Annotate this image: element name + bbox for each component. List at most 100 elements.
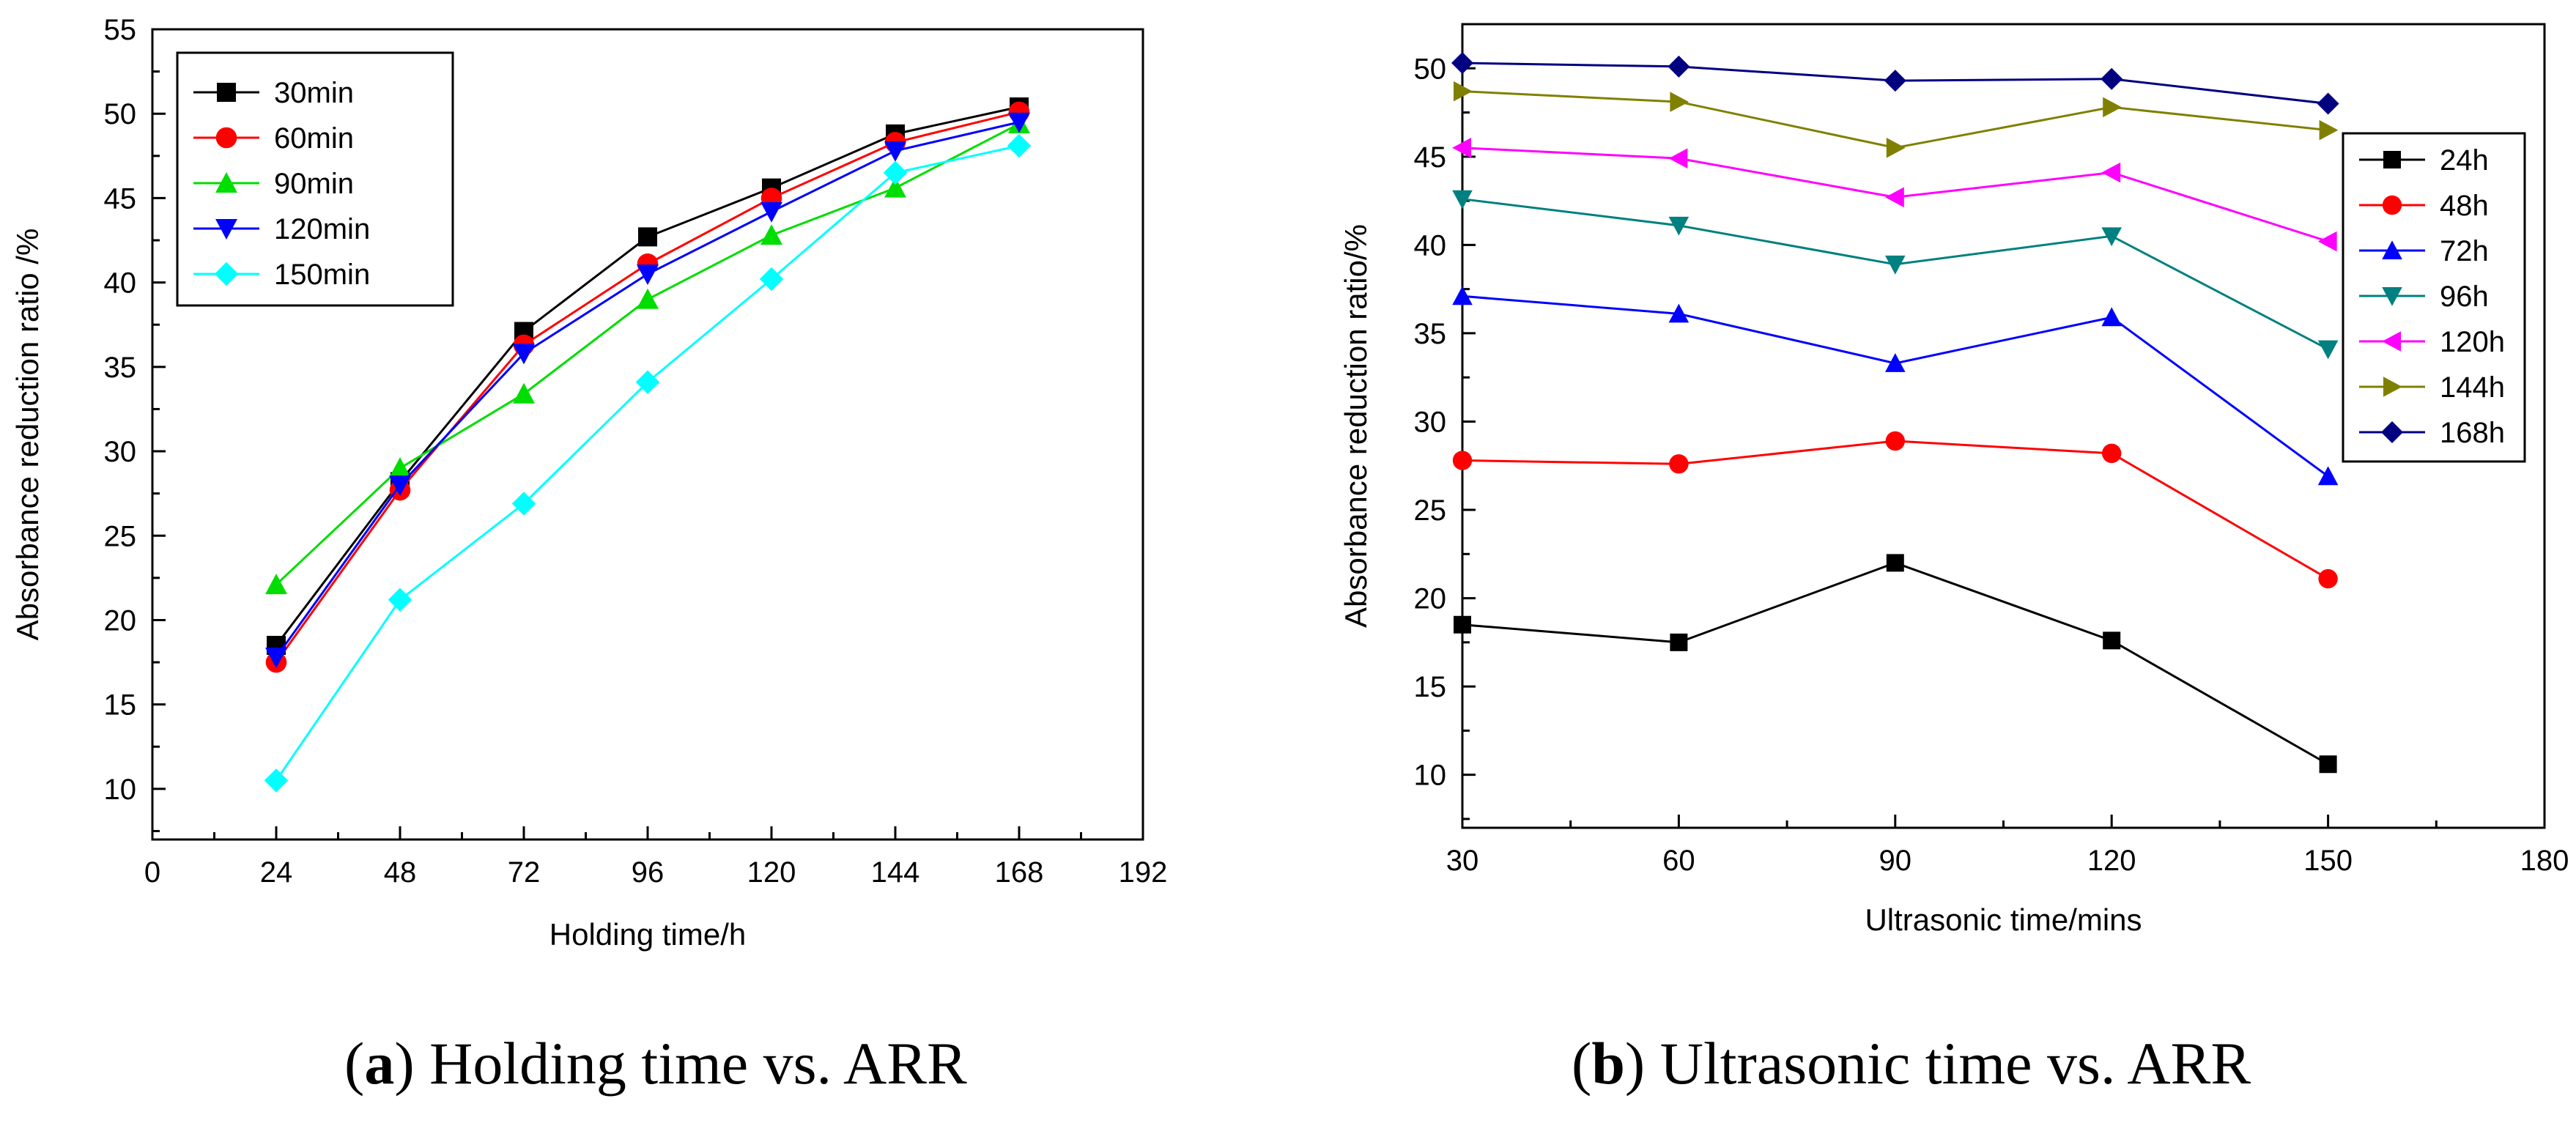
legend-label: 48h [2440,190,2489,222]
x-tick-label: 120 [747,856,796,889]
legend-item-168h: 168h [2359,417,2505,449]
y-axis-label: Absorbance reduction ratio/% [1339,224,1373,628]
y-tick-label: 35 [104,352,137,384]
data-point-144h [1454,81,1473,102]
x-axis-label: Ultrasonic time/mins [1865,903,2142,937]
x-tick-label: 60 [1662,845,1695,877]
legend-marker [2381,421,2403,443]
data-point-96h [1668,216,1689,236]
data-point-30min [638,227,657,247]
x-tick-label: 192 [1119,856,1168,889]
x-tick-label: 72 [508,856,541,889]
data-point-150min [635,370,660,394]
legend-item-24h: 24h [2359,144,2489,177]
y-tick-label: 40 [1414,229,1447,262]
data-point-120min [389,475,411,497]
series-144h [1454,81,2339,158]
x-tick-label: 96 [632,856,665,889]
data-point-120h [1668,148,1688,169]
legend-label: 168h [2440,417,2505,449]
x-tick-label: 48 [384,856,417,889]
y-tick-label: 45 [104,182,137,215]
legend-item-60min: 60min [193,122,354,155]
caption-a-text: Holding time vs. ARR [414,1030,967,1097]
data-point-144h [1886,137,1906,158]
data-point-90min [637,288,659,309]
x-tick-label: 0 [144,856,160,889]
data-point-120h [2317,231,2337,252]
x-tick-label: 90 [1879,845,1912,877]
y-tick-label: 55 [104,14,137,46]
legend-item-144h: 144h [2359,371,2505,404]
data-point-120min [265,648,287,669]
legend-item-150min: 150min [193,259,370,291]
series-72h [1452,286,2339,486]
data-point-150min [511,492,536,516]
legend-marker [214,262,239,286]
legend-label: 120h [2440,326,2505,358]
caption-a-letter: a [364,1030,395,1097]
x-tick-label: 120 [2087,845,2136,877]
legend-marker [2383,377,2402,397]
legend-item-96h: 96h [2359,281,2489,313]
y-axis-label: Absorbance reduction ratio /% [10,229,45,641]
legend-marker [2382,195,2402,215]
y-tick-label: 15 [104,689,137,722]
data-point-144h [2103,97,2122,118]
legend-item-30min: 30min [193,77,354,109]
legend-item-120min: 120min [193,213,370,245]
legend-label: 120min [274,213,370,245]
data-point-120min [513,344,535,365]
y-tick-label: 35 [1414,318,1447,350]
legend-label: 24h [2440,144,2489,177]
legend-label: 60min [274,122,354,155]
data-point-90min [265,574,287,595]
series-48h [1452,431,2338,589]
legend-label: 150min [274,259,370,291]
data-point-150min [264,768,289,793]
x-tick-label: 30 [1446,845,1479,877]
caption-b-text: Ultrasonic time vs. ARR [1645,1030,2251,1097]
caption-b-letter: b [1591,1030,1625,1097]
data-point-150min [883,160,908,185]
data-point-90min [513,382,535,404]
data-point-168h [1668,55,1690,78]
legend-marker [215,172,237,193]
data-point-150min [388,588,412,612]
x-tick-label: 168 [995,856,1044,889]
data-point-90min [884,177,906,198]
series-line-24h [1462,561,2329,766]
data-point-48h [1885,431,1905,451]
legend: 30min 60min 90min 120min 150min [176,51,454,307]
data-point-168h [1884,70,1906,92]
y-tick-label: 10 [104,774,137,806]
y-tick-label: 15 [1414,671,1447,703]
y-tick-label: 20 [1414,583,1447,615]
data-point-72h [1668,303,1689,323]
data-point-48h [2318,568,2338,589]
data-point-96h [2101,227,2122,247]
caption-b: (b) Ultrasonic time vs. ARR [1572,1030,2251,1097]
series-150min [264,133,1032,793]
data-point-144h [2319,119,2339,141]
data-point-120h [2101,162,2121,183]
caption-a: (a) Holding time vs. ARR [344,1030,967,1097]
data-point-72h [2317,466,2339,486]
legend-item-90min: 90min [193,168,354,200]
data-point-72h [1452,286,1473,305]
legend-label: 96h [2440,281,2489,313]
data-point-24h [2103,631,2121,650]
data-point-120min [884,141,906,162]
series-168h [1451,52,2339,115]
data-point-168h [2317,92,2339,115]
data-point-24h [1886,554,1904,572]
series-24h [1454,554,2337,774]
data-point-96h [2317,340,2339,360]
data-point-150min [1007,133,1032,158]
legend-box [2342,132,2526,463]
y-tick-label: 25 [1414,494,1447,527]
legend-marker [215,219,237,240]
data-point-120h [1452,137,1471,158]
